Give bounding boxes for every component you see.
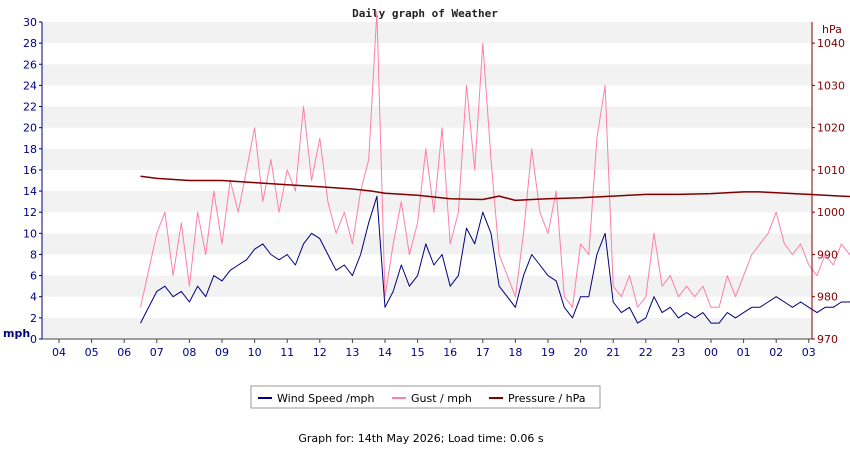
grid-band (42, 317, 812, 339)
right-axis-unit: hPa (822, 23, 842, 36)
x-tick-label: 02 (769, 346, 783, 359)
left-tick-label: 24 (23, 79, 37, 92)
x-tick-label: 23 (671, 346, 685, 359)
grid-band (42, 85, 812, 107)
right-axis-ticks: 970 980 990 1000 1010 1020 1030 1040 (812, 37, 845, 346)
x-tick-label: 03 (802, 346, 816, 359)
right-tick-label: 1010 (817, 164, 845, 177)
x-tick-label: 05 (85, 346, 99, 359)
left-tick-label: 6 (30, 270, 37, 283)
legend: Wind Speed /mph Gust / mph Pressure / hPa (250, 385, 601, 409)
gust-series (140, 10, 850, 308)
left-tick-label: 28 (23, 37, 37, 50)
x-tick-label: 21 (606, 346, 620, 359)
chart-title: Daily graph of Weather (352, 7, 498, 20)
x-tick-label: 15 (411, 346, 425, 359)
left-tick-label: 26 (23, 58, 37, 71)
left-tick-label: 12 (23, 206, 37, 219)
left-tick-label: 4 (30, 291, 37, 304)
x-tick-label: 20 (574, 346, 588, 359)
grid-band (42, 127, 812, 149)
grid-band (42, 64, 812, 86)
x-tick-label: 01 (737, 346, 751, 359)
x-tick-label: 16 (443, 346, 457, 359)
series-line (140, 175, 850, 202)
x-tick-label: 11 (280, 346, 294, 359)
x-tick-label: 19 (541, 346, 555, 359)
x-tick-label: 18 (508, 346, 522, 359)
grid-band (42, 296, 812, 318)
x-tick-label: 12 (313, 346, 327, 359)
x-tick-label: 10 (248, 346, 262, 359)
left-tick-label: 18 (23, 143, 37, 156)
x-tick-label: 06 (117, 346, 131, 359)
grid-band (42, 169, 812, 192)
grid-band (42, 212, 812, 234)
right-tick-label: 1020 (817, 122, 845, 135)
right-tick-label: 1000 (817, 206, 845, 219)
series-line (140, 195, 850, 324)
x-tick-label: 00 (704, 346, 718, 359)
axes (41, 22, 813, 340)
legend-label: Gust / mph (411, 392, 472, 405)
legend-label: Wind Speed /mph (277, 392, 375, 405)
footer-text: Graph for: 14th May 2026; Load time: 0.0… (298, 432, 544, 445)
x-axis-ticks: 04 05 06 07 08 09 10 11 12 13 14 15 16 17 18 19 20 21 22 23… (52, 339, 816, 359)
grid-band (42, 106, 812, 128)
left-tick-label: 8 (30, 248, 37, 261)
x-tick-label: 08 (182, 346, 196, 359)
left-tick-label: 10 (23, 227, 37, 240)
left-tick-label: 0 (30, 333, 37, 346)
x-tick-label: 13 (345, 346, 359, 359)
series-line (140, 10, 850, 308)
left-tick-label: 14 (23, 185, 37, 198)
grid-band (42, 254, 812, 276)
grid-band (42, 233, 812, 255)
right-tick-label: 1040 (817, 37, 845, 50)
left-tick-label: 20 (23, 122, 37, 135)
wind-speed-series (140, 195, 850, 324)
legend-label: Pressure / hPa (508, 392, 586, 405)
legend-box (250, 385, 601, 409)
right-tick-label: 1030 (817, 79, 845, 92)
right-tick-label: 970 (817, 333, 838, 346)
left-tick-label: 30 (23, 16, 37, 29)
x-tick-label: 07 (150, 346, 164, 359)
left-tick-label: 16 (23, 164, 37, 177)
x-tick-label: 14 (378, 346, 392, 359)
x-tick-label: 22 (639, 346, 653, 359)
x-tick-label: 09 (215, 346, 229, 359)
right-tick-label: 990 (817, 248, 838, 261)
left-tick-label: 2 (30, 312, 37, 325)
x-tick-label: 17 (476, 346, 490, 359)
right-tick-label: 980 (817, 291, 838, 304)
x-tick-label: 04 (52, 346, 66, 359)
pressure-series (140, 175, 850, 202)
left-tick-label: 22 (23, 101, 37, 114)
left-axis-unit: mph (3, 327, 30, 340)
grid-band (42, 43, 812, 65)
grid-band (42, 275, 812, 297)
grid-band (42, 22, 812, 44)
